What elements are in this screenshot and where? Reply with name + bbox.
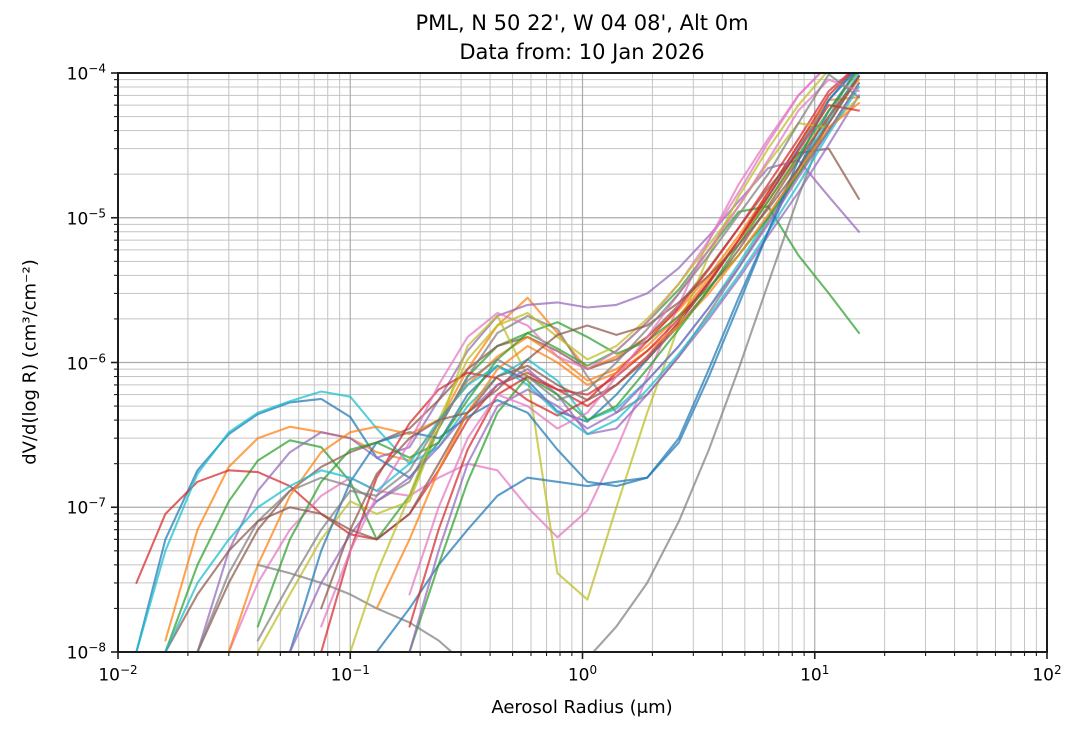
series-line-profile-22 [375, 102, 861, 610]
series-line-profile-16 [164, 75, 861, 652]
series-line-profile-18 [256, 73, 856, 652]
series-line-profile-03 [164, 205, 861, 652]
y-tick-label: 10−8 [66, 640, 106, 664]
x-tick-label: 10−2 [98, 663, 138, 686]
series-line-profile-23 [408, 73, 859, 652]
series-line-profile-07 [227, 73, 822, 652]
series-line-profile-24 [408, 104, 861, 628]
series-line-profile-28 [256, 73, 861, 642]
chart-title-line1: PML, N 50 22', W 04 08', Alt 0m [415, 11, 749, 35]
series-lines [135, 73, 861, 652]
series-line-profile-09 [256, 73, 828, 652]
series-line-profile-13 [256, 82, 861, 628]
axes-spines [117, 72, 1048, 653]
series-line-profile-17 [320, 73, 822, 628]
x-tick-label: 102 [1032, 663, 1062, 686]
x-tick-label: 100 [567, 663, 598, 686]
chart-title: PML, N 50 22', W 04 08', Alt 0m Data fro… [415, 9, 748, 67]
y-tick-label: 10−6 [66, 351, 106, 374]
series-line-profile-02 [164, 96, 861, 642]
y-tick-label: 10−5 [66, 206, 106, 230]
x-tick-label: 101 [800, 663, 830, 686]
series-line-profile-15 [288, 94, 861, 652]
x-tick-label: 10−1 [330, 663, 370, 686]
y-tick-label: 10−4 [66, 61, 106, 85]
series-line-profile-27 [408, 78, 861, 596]
chart-title-line2: Data from: 10 Jan 2026 [459, 39, 705, 64]
series-line-profile-04 [135, 73, 852, 584]
series-line-profile-25 [408, 82, 861, 652]
series-line-profile-26 [320, 75, 861, 610]
y-axis-label: dV/d(log R) (cm³/cm⁻²) [19, 259, 41, 465]
x-axis-label: Aerosol Radius (μm) [491, 697, 673, 718]
y-tick-label: 10−7 [66, 495, 106, 519]
